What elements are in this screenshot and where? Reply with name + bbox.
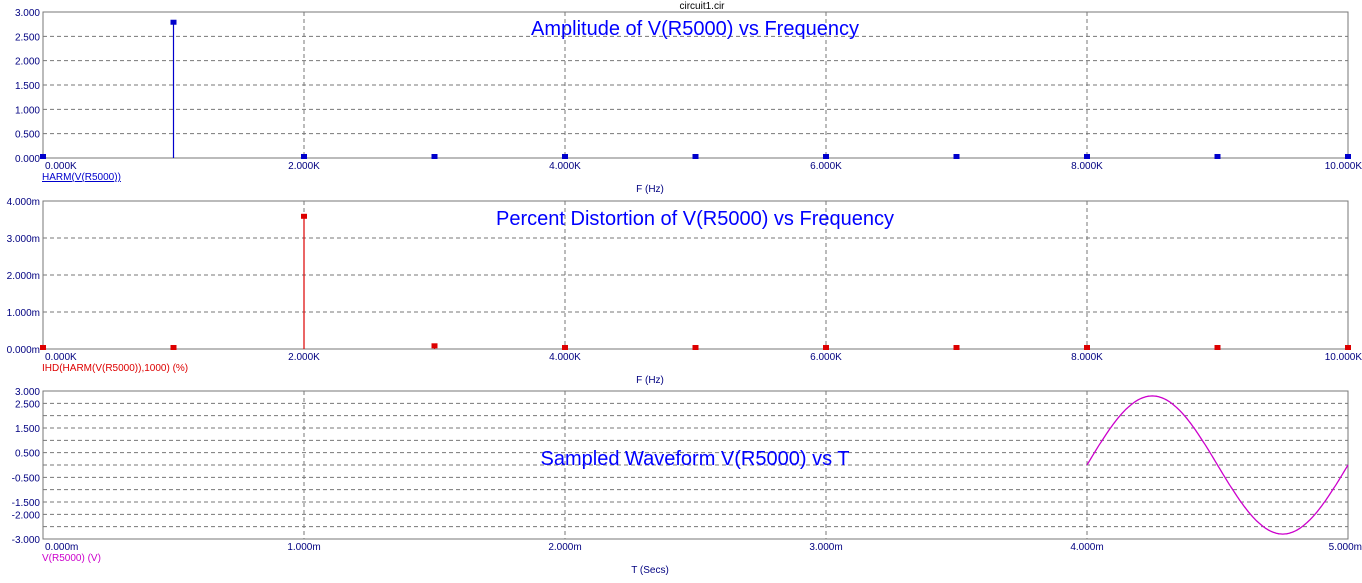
- trace-label: V(R5000) (V): [42, 553, 101, 564]
- y-tick-label: 4.000m: [7, 197, 40, 208]
- y-tick-label: 0.500: [15, 449, 40, 460]
- y-tick-label: 0.000m: [7, 345, 40, 356]
- data-point: [431, 343, 438, 349]
- y-tick-label: 2.500: [15, 399, 40, 410]
- data-point: [40, 345, 46, 350]
- y-tick-label: -3.000: [12, 535, 41, 546]
- chart-title: Amplitude of V(R5000) vs Frequency: [531, 18, 859, 40]
- trace-label: IHD(HARM(V(R5000)),1000) (%): [42, 363, 188, 374]
- x-tick-label: 6.000K: [810, 161, 842, 172]
- x-tick-label: 8.000K: [1071, 352, 1103, 363]
- data-point: [692, 154, 699, 159]
- y-tick-label: 3.000m: [7, 234, 40, 245]
- data-point: [170, 345, 177, 350]
- waveform-line: [1086, 395, 1349, 535]
- y-tick-label: -2.000: [12, 510, 41, 521]
- x-axis-label: F (Hz): [636, 375, 664, 386]
- x-tick-label: 0.000K: [45, 352, 77, 363]
- y-tick-label: 2.000: [15, 57, 40, 68]
- data-point: [953, 345, 960, 350]
- x-tick-label: 2.000m: [548, 542, 581, 553]
- data-point: [170, 19, 177, 25]
- file-title: circuit1.cir: [679, 1, 725, 12]
- y-tick-label: 1.000: [15, 105, 40, 116]
- y-tick-label: 2.000m: [7, 271, 40, 282]
- chart-title: Percent Distortion of V(R5000) vs Freque…: [496, 208, 894, 230]
- chart-1: 0.000 0.500 1.000 1.500 2.000 2.500 3.000 0.000…: [15, 8, 1362, 195]
- data-point: [431, 154, 438, 159]
- x-tick-label: 10.000K: [1325, 161, 1362, 172]
- y-tick-label: 3.000: [15, 387, 40, 398]
- x-tick-label: 4.000K: [549, 161, 581, 172]
- y-tick-label: 1.500: [15, 81, 40, 92]
- data-point: [692, 345, 699, 350]
- y-tick-label: 3.000: [15, 8, 40, 19]
- data-point: [953, 154, 960, 159]
- data-point: [1345, 154, 1351, 159]
- data-point: [562, 345, 568, 350]
- y-tick-label: -1.500: [12, 498, 41, 509]
- data-point: [301, 154, 307, 159]
- y-tick-label: -0.500: [12, 473, 41, 484]
- y-tick-label: 1.500: [15, 424, 40, 435]
- x-tick-label: 8.000K: [1071, 161, 1103, 172]
- y-tick-label: 2.500: [15, 32, 40, 43]
- y-tick-label: 0.000: [15, 154, 40, 165]
- x-tick-label: 0.000m: [45, 542, 78, 553]
- data-point: [1345, 345, 1351, 350]
- x-tick-label: 3.000m: [809, 542, 842, 553]
- x-axis-label: T (Secs): [631, 565, 669, 576]
- data-point: [1214, 345, 1221, 350]
- data-point: [562, 154, 568, 159]
- y-tick-label: 1.000m: [7, 308, 40, 319]
- x-tick-label: 0.000K: [45, 161, 77, 172]
- x-axis-label: F (Hz): [636, 184, 664, 195]
- data-point: [823, 154, 829, 159]
- trace-label: HARM(V(R5000)): [42, 172, 121, 183]
- y-tick-label: 0.500: [15, 130, 40, 141]
- data-point: [40, 154, 46, 159]
- x-tick-label: 4.000K: [549, 352, 581, 363]
- x-tick-label: 1.000m: [287, 542, 320, 553]
- data-point: [1214, 154, 1221, 159]
- data-point: [823, 345, 829, 350]
- x-tick-label: 5.000m: [1329, 542, 1362, 553]
- x-tick-label: 6.000K: [810, 352, 842, 363]
- x-tick-label: 4.000m: [1070, 542, 1103, 553]
- x-tick-label: 10.000K: [1325, 352, 1362, 363]
- x-tick-label: 2.000K: [288, 161, 320, 172]
- data-point: [1084, 345, 1090, 350]
- x-tick-label: 2.000K: [288, 352, 320, 363]
- chart-title: Sampled Waveform V(R5000) vs T: [541, 448, 850, 470]
- data-point: [301, 213, 307, 219]
- chart-2: 0.000m 1.000m 2.000m 3.000m 4.000m 0.000K 2.00…: [7, 197, 1362, 386]
- data-point: [1084, 154, 1090, 159]
